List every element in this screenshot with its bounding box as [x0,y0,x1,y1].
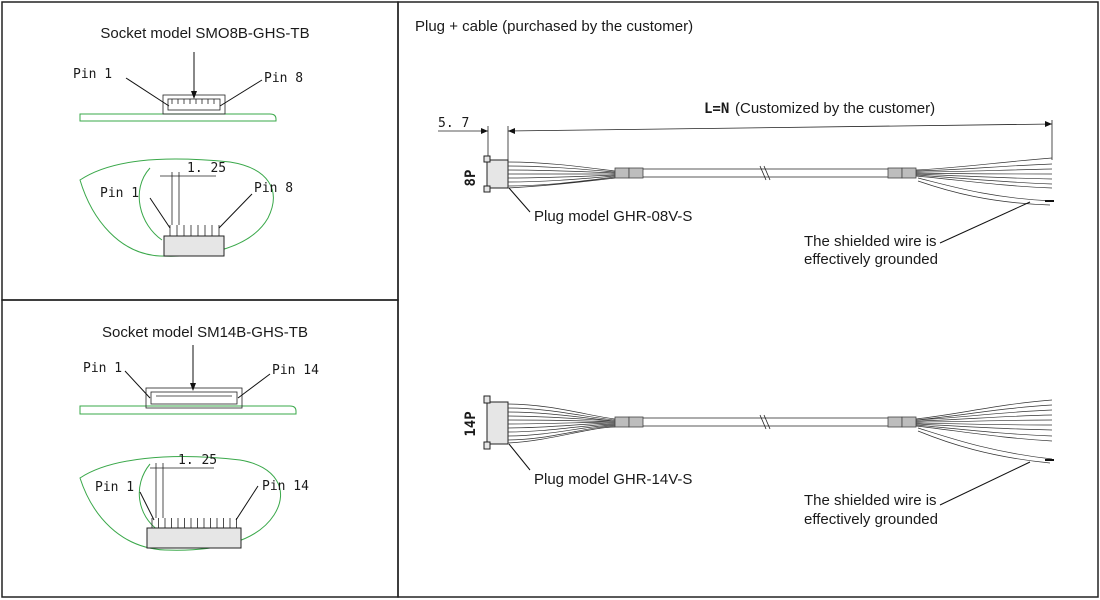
right-panel-title: Plug + cable (purchased by the customer) [415,18,693,35]
cable-14p-shield-line1: The shielded wire is [804,492,937,509]
length-dimension: L=N [704,101,729,117]
offset-dimension: 5. 7 [438,116,469,131]
cable-14p-shield-line2: effectively grounded [804,511,938,528]
cable-8p-shield-line2: effectively grounded [804,251,938,268]
panel-right [397,1,1099,598]
socket-8-pin8-label-top: Pin 8 [254,181,293,196]
socket-8-pin1-label: Pin 1 [73,67,112,82]
dimension-lines [438,120,1053,160]
cable-14p [483,395,1054,506]
socket-14-pin14-label: Pin 14 [272,363,319,378]
cable-8p-pin-count: 8P [463,170,479,187]
length-note: (Customized by the customer) [735,100,935,117]
cable-8p-plug-label: Plug model GHR-08V-S [534,208,692,225]
cable-14p-pin-count: 14P [463,411,479,436]
socket-14-pin1-label-top: Pin 1 [95,480,134,495]
socket-14-title: Socket model SM14B-GHS-TB [102,324,308,341]
cable-8p-shield-line1: The shielded wire is [804,233,937,250]
socket-14-pin14-label-top: Pin 14 [262,479,309,494]
socket-14-pitch-label: 1. 25 [178,453,217,468]
cable-14p-plug-label: Plug model GHR-14V-S [534,471,692,488]
socket-8-top-view [79,158,274,257]
socket-14-side-view [79,345,297,415]
socket-8-pin1-label-top: Pin 1 [100,186,139,201]
panel-bottom-left [1,299,399,598]
cable-8p [483,155,1054,244]
socket-8-pin8-label: Pin 8 [264,71,303,86]
socket-8-title: Socket model SMO8B-GHS-TB [100,25,309,42]
socket-8-side-view [79,52,277,122]
socket-14-top-view [79,456,282,551]
socket-14-pin1-label: Pin 1 [83,361,122,376]
socket-8-pitch-label: 1. 25 [187,161,226,176]
